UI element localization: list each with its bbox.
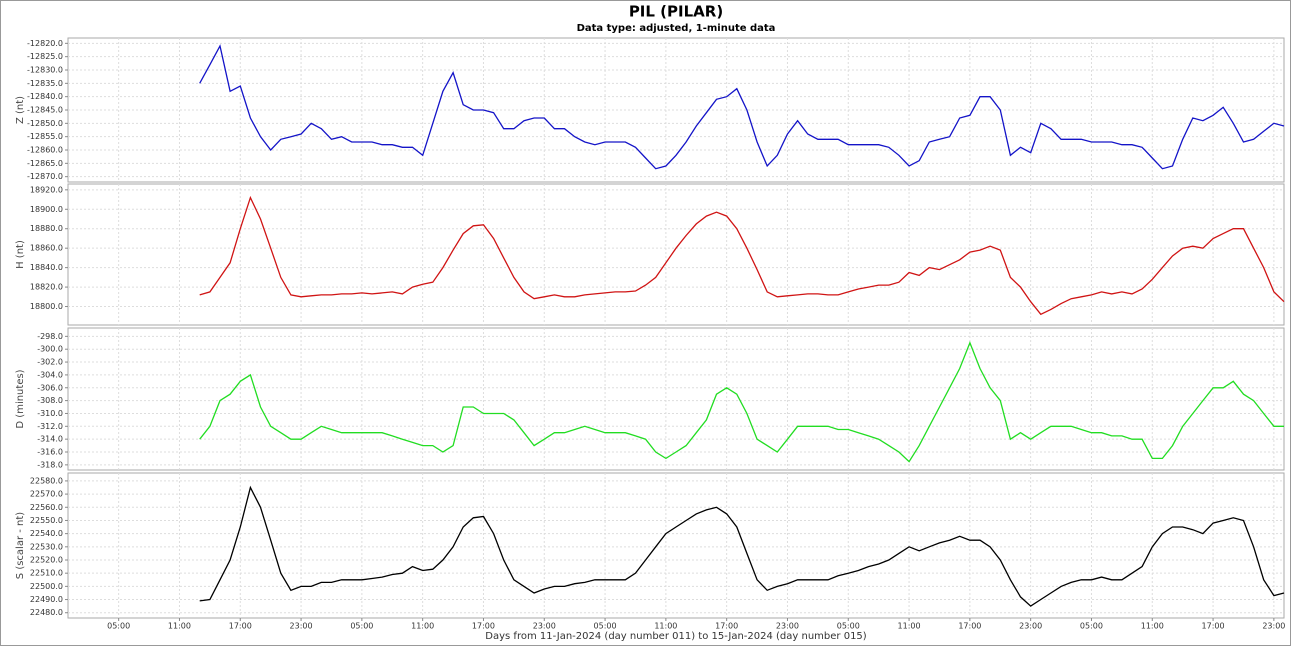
y-tick-label: -304.0	[37, 370, 63, 379]
y-tick-label: -300.0	[37, 345, 63, 354]
x-tick-label: 23:00	[1262, 622, 1285, 631]
y-tick-label: -12845.0	[27, 106, 63, 115]
y-tick-label: -12835.0	[27, 79, 63, 88]
y-tick-label: -318.0	[37, 460, 63, 469]
y-tick-label: 22510.0	[30, 569, 63, 578]
y-tick-label: 22500.0	[30, 582, 63, 591]
x-tick-label: 05:00	[837, 622, 860, 631]
plot-area	[67, 472, 1285, 619]
y-tick-label: -302.0	[37, 358, 63, 367]
y-tick-label: 22560.0	[30, 503, 63, 512]
y-tick-label: -12860.0	[27, 146, 63, 155]
x-tick-label: 11:00	[168, 622, 191, 631]
y-tick-label: 22580.0	[30, 476, 63, 485]
y-axis-label: D (minutes)	[15, 369, 26, 428]
y-tick-label: -12865.0	[27, 159, 63, 168]
x-tick-label: 05:00	[594, 622, 617, 631]
x-tick-label: 23:00	[1019, 622, 1042, 631]
y-tick-label: 18800.0	[30, 302, 63, 311]
y-tick-label: 18860.0	[30, 244, 63, 253]
x-tick-label: 23:00	[533, 622, 556, 631]
x-tick-label: 23:00	[776, 622, 799, 631]
y-tick-label: 22480.0	[30, 608, 63, 617]
x-tick-label: 17:00	[715, 622, 738, 631]
x-tick-label: 23:00	[290, 622, 313, 631]
y-tick-label: 18880.0	[30, 224, 63, 233]
y-axis-label: H (nt)	[15, 240, 26, 269]
plot-area	[67, 327, 1285, 471]
y-tick-label: -312.0	[37, 422, 63, 431]
y-tick-label: 22570.0	[30, 490, 63, 499]
y-tick-label: -12820.0	[27, 39, 63, 48]
y-tick-label: -316.0	[37, 448, 63, 457]
y-tick-label: -314.0	[37, 435, 63, 444]
y-tick-label: 22540.0	[30, 529, 63, 538]
y-tick-label: -12855.0	[27, 132, 63, 141]
x-tick-label: 11:00	[411, 622, 434, 631]
y-tick-label: 22550.0	[30, 516, 63, 525]
y-tick-label: 22530.0	[30, 542, 63, 551]
y-tick-label: -308.0	[37, 396, 63, 405]
y-tick-label: -12840.0	[27, 92, 63, 101]
data-line	[199, 485, 1285, 607]
y-tick-label: -12825.0	[27, 52, 63, 61]
x-axis-label: Days from 11-Jan-2024 (day number 011) t…	[485, 631, 867, 642]
x-tick-label: 05:00	[107, 622, 130, 631]
y-tick-label: -12830.0	[27, 66, 63, 75]
x-tick-label: 17:00	[472, 622, 495, 631]
plot-area	[67, 183, 1285, 326]
y-tick-label: 22490.0	[30, 595, 63, 604]
y-tick-label: 18900.0	[30, 205, 63, 214]
y-tick-label: -306.0	[37, 383, 63, 392]
x-tick-label: 17:00	[1202, 622, 1225, 631]
x-tick-label: 11:00	[898, 622, 921, 631]
y-axis-label: S (scalar - nt)	[15, 512, 26, 580]
x-tick-label: 11:00	[654, 622, 677, 631]
x-tick-label: 11:00	[1141, 622, 1164, 631]
y-tick-label: -298.0	[37, 332, 63, 341]
x-tick-label: 17:00	[229, 622, 252, 631]
x-tick-label: 05:00	[350, 622, 373, 631]
y-tick-label: 18840.0	[30, 263, 63, 272]
chart-subtitle: Data type: adjusted, 1-minute data	[577, 23, 776, 34]
y-tick-label: 18820.0	[30, 283, 63, 292]
y-axis-label: Z (nt)	[15, 96, 26, 124]
x-tick-label: 05:00	[1080, 622, 1103, 631]
y-tick-label: -12870.0	[27, 172, 63, 181]
x-tick-label: 17:00	[958, 622, 981, 631]
y-tick-label: 22520.0	[30, 556, 63, 565]
data-line	[199, 44, 1285, 170]
data-line	[199, 341, 1284, 463]
data-line	[199, 195, 1285, 316]
y-tick-label: 18920.0	[30, 185, 63, 194]
chart-title: PIL (PILAR)	[629, 3, 723, 21]
y-tick-label: -310.0	[37, 409, 63, 418]
y-tick-label: -12850.0	[27, 119, 63, 128]
